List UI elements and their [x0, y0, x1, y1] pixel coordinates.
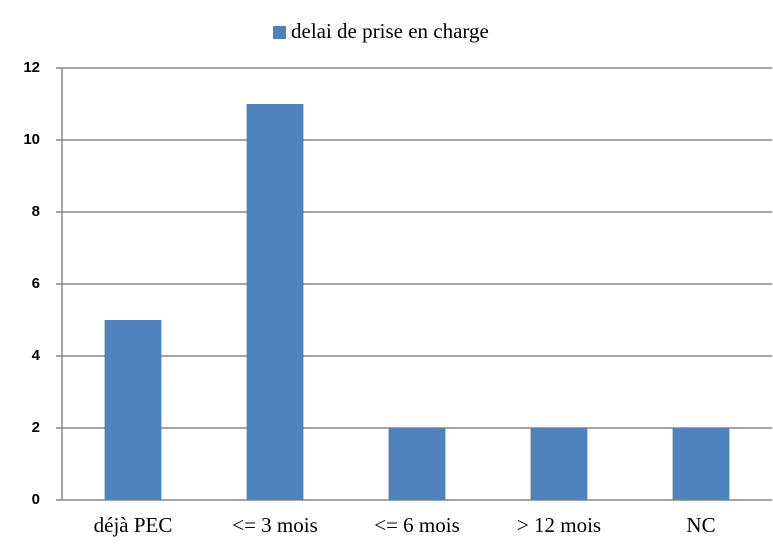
- bar: [104, 320, 162, 500]
- legend-swatch: [273, 26, 286, 39]
- y-tick-label: 10: [23, 131, 40, 148]
- x-tick-label: NC: [686, 513, 715, 537]
- bar: [530, 428, 588, 500]
- bar: [388, 428, 446, 500]
- x-tick-label: > 12 mois: [517, 513, 601, 537]
- y-tick-label: 8: [32, 203, 40, 220]
- y-tick-label: 2: [32, 419, 40, 436]
- y-tick-label: 0: [32, 491, 40, 508]
- y-tick-label: 4: [32, 347, 41, 364]
- x-tick-label: déjà PEC: [94, 513, 173, 537]
- y-tick-label: 6: [32, 275, 40, 292]
- x-tick-label: <= 3 mois: [232, 513, 318, 537]
- legend-label: delai de prise en charge: [291, 19, 489, 43]
- x-tick-label: <= 6 mois: [374, 513, 460, 537]
- y-tick-label: 12: [23, 59, 40, 76]
- bar: [246, 104, 304, 500]
- bar: [672, 428, 730, 500]
